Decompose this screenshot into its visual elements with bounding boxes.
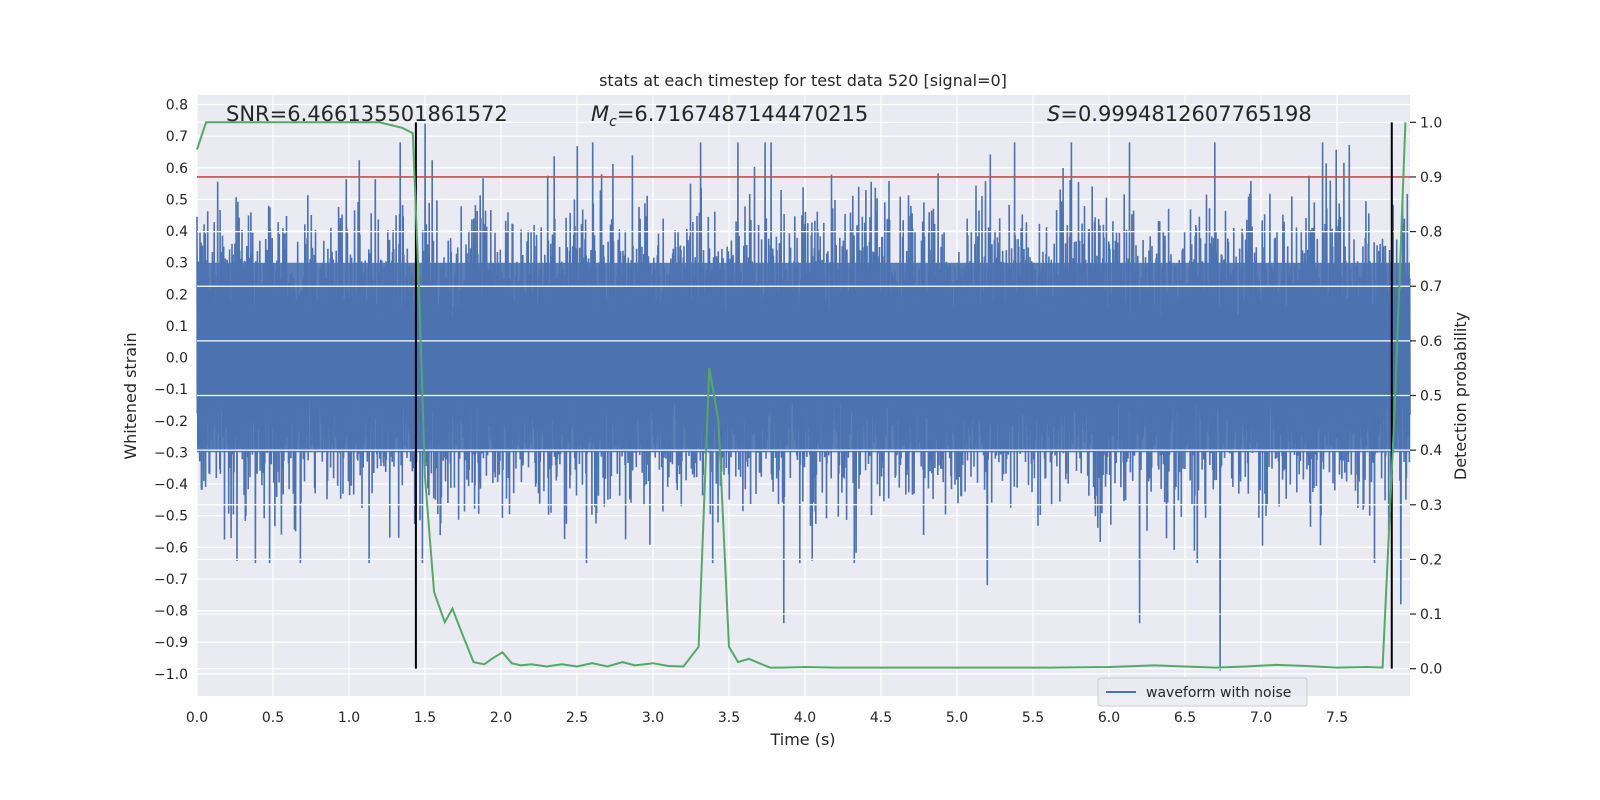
annotation-2-prefix: S <box>1047 102 1060 126</box>
axes: 0.0 0.5 1.0 1.5 2.0 2.5 3.0 3.5 4.0 4.5 5.0 5.5 6.0 6… <box>154 97 1442 726</box>
x-axis-label: Time (s) <box>769 730 835 749</box>
y-tick-label-left: −0.1 <box>154 382 188 398</box>
x-tick-label: 3.0 <box>642 710 664 726</box>
y-tick-label-right: 0.0 <box>1420 662 1442 678</box>
legend: waveform with noise <box>1097 677 1308 707</box>
y-tick-label-left: 0.3 <box>166 256 188 272</box>
x-tick-label: 2.5 <box>566 710 588 726</box>
y-tick-label-right: 0.2 <box>1420 552 1442 568</box>
x-tick-label: 6.0 <box>1098 710 1120 726</box>
y-tick-label-left: −0.6 <box>154 540 188 556</box>
annotations: SNR=6.466135501861572 Mc=6.71674871444702… <box>226 102 1312 130</box>
annotation-0-value: =6.466135501861572 <box>270 102 508 126</box>
y-tick-label-left: −0.5 <box>154 509 188 525</box>
plot-layer <box>196 121 1411 671</box>
y-tick-label-left: −0.3 <box>154 445 188 461</box>
detection-probability-series <box>196 121 1407 669</box>
y-axis-label-left: Whitened strain <box>121 332 140 459</box>
annotation-2-value: =0.9994812607765198 <box>1060 102 1311 126</box>
x-tick-label: 4.5 <box>870 710 892 726</box>
y-tick-label-left: −0.8 <box>154 604 188 620</box>
y-tick-label-left: 0.6 <box>166 161 188 177</box>
y-tick-label-left: 0.7 <box>166 129 188 145</box>
x-tick-label: 7.5 <box>1326 710 1348 726</box>
y-tick-label-left: 0.8 <box>166 97 188 113</box>
x-tick-label: 5.0 <box>946 710 968 726</box>
y-tick-label-left: −0.4 <box>154 477 188 493</box>
x-tick-label: 0.5 <box>262 710 284 726</box>
annotation-1-prefix: M <box>591 102 609 126</box>
y-tick-label-right: 0.1 <box>1420 607 1442 623</box>
annotation-1-subscript: c <box>609 114 617 130</box>
y-tick-label-right: 1.0 <box>1420 115 1442 131</box>
x-tick-label: 2.0 <box>490 710 512 726</box>
y-tick-label-left: 0.5 <box>166 192 188 208</box>
y-tick-label-left: −0.9 <box>154 635 188 651</box>
y-tick-label-left: 0.1 <box>166 319 188 335</box>
y-tick-label-right: 0.3 <box>1420 498 1442 514</box>
annotation-0: SNR=6.466135501861572 <box>226 102 508 126</box>
legend-box <box>1097 677 1308 707</box>
annotation-0-prefix: SNR <box>226 102 270 126</box>
y-tick-label-left: 0.0 <box>166 351 188 367</box>
x-tick-label: 1.0 <box>338 710 360 726</box>
annotation-2: S=0.9994812607765198 <box>1047 102 1312 126</box>
waveform-core-band <box>197 262 1410 453</box>
y-tick-label-right: 0.4 <box>1420 443 1442 459</box>
chart-title: stats at each timestep for test data 520… <box>599 71 1007 90</box>
x-tick-label: 0.0 <box>186 710 208 726</box>
y-tick-label-right: 0.6 <box>1420 334 1442 350</box>
y-tick-label-right: 0.5 <box>1420 389 1442 405</box>
x-tick-label: 1.5 <box>414 710 436 726</box>
y-tick-label-left: −0.7 <box>154 572 188 588</box>
y-tick-label-right: 0.8 <box>1420 225 1442 241</box>
annotation-1: Mc=6.7167487144470215 <box>591 102 868 130</box>
x-tick-label: 6.5 <box>1174 710 1196 726</box>
y-tick-label-left: −0.2 <box>154 414 188 430</box>
y-axis-label-right: Detection probability <box>1451 312 1470 480</box>
y-tick-label-left: 0.4 <box>166 224 188 240</box>
y-tick-label-right: 0.7 <box>1420 279 1442 295</box>
y-tick-label-left: 0.2 <box>166 287 188 303</box>
x-tick-label: 3.5 <box>718 710 740 726</box>
x-tick-label: 4.0 <box>794 710 816 726</box>
legend-label-waveform: waveform with noise <box>1146 685 1291 701</box>
x-tick-label: 7.0 <box>1250 710 1272 726</box>
annotation-1-value: =6.7167487144470215 <box>617 102 868 126</box>
y-tick-label-left: −1.0 <box>154 667 188 683</box>
x-tick-label: 5.5 <box>1022 710 1044 726</box>
y-tick-label-right: 0.9 <box>1420 170 1442 186</box>
